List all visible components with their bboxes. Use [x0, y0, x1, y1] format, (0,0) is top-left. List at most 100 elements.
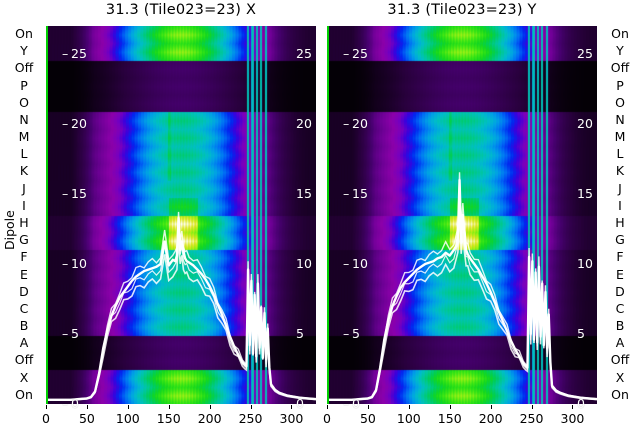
- inner-y-tick-10: 10: [296, 256, 312, 271]
- inner-y-tick-0: 0: [296, 396, 304, 411]
- x-tick-mark: [86, 405, 88, 409]
- x-tick-label: 300: [560, 411, 585, 426]
- category-label-h: H: [615, 215, 625, 230]
- category-label-p: P: [20, 77, 28, 93]
- inner-y-tick-20: –20: [343, 116, 368, 131]
- category-label-on: On: [611, 386, 629, 402]
- category-label-o: O: [615, 94, 625, 110]
- x-tick-mark: [291, 405, 293, 409]
- category-label-on: On: [15, 386, 33, 402]
- category-label-b: B: [19, 318, 29, 334]
- inner-y-tick-5: 5: [296, 326, 304, 341]
- plot-area-x: [46, 26, 316, 404]
- inner-y-tick-5: –5: [62, 326, 79, 341]
- x-tick-label: 50: [78, 411, 95, 426]
- x-tick-mark: [127, 405, 129, 409]
- category-label-b: B: [615, 318, 625, 334]
- category-label-on: On: [611, 26, 629, 41]
- category-label-h: H: [19, 215, 29, 230]
- category-label-y: Y: [616, 43, 624, 59]
- inner-y-tick-20: –20: [62, 116, 87, 131]
- category-label-x: X: [615, 369, 625, 385]
- category-label-m: M: [614, 129, 626, 145]
- x-tick-label: 150: [437, 411, 462, 426]
- inner-y-tick-0: 0: [577, 396, 585, 411]
- x-tick-label: 0: [323, 411, 331, 426]
- x-tick-label: 200: [478, 411, 503, 426]
- panel-title-y: 31.3 (Tile023=23) Y: [387, 2, 537, 18]
- inner-y-tick-15: 15: [296, 186, 312, 201]
- category-label-i: I: [618, 197, 622, 213]
- category-label-g: G: [19, 232, 29, 248]
- x-tick-mark: [408, 405, 410, 409]
- x-tick-mark: [250, 405, 252, 409]
- category-label-n: N: [19, 111, 29, 127]
- category-label-i: I: [22, 197, 26, 213]
- category-label-d: D: [19, 283, 29, 299]
- inner-y-tick-0: –0: [343, 396, 360, 411]
- axis-edge-line-y: [327, 26, 329, 404]
- category-label-e: E: [616, 266, 624, 282]
- category-label-c: C: [615, 300, 625, 316]
- x-tick-mark: [449, 405, 451, 409]
- x-tick-label: 150: [156, 411, 181, 426]
- inner-y-tick-15: 15: [577, 186, 593, 201]
- inner-y-tick-25: –25: [343, 46, 368, 61]
- plot-area-y: [327, 26, 597, 404]
- x-tick-label: 200: [197, 411, 222, 426]
- category-label-e: E: [20, 266, 28, 282]
- category-label-on: On: [15, 26, 33, 41]
- x-tick-label: 100: [115, 411, 140, 426]
- x-tick-mark: [168, 405, 170, 409]
- inner-y-tick-20: 20: [577, 116, 593, 131]
- x-tick-mark: [572, 405, 574, 409]
- category-label-off: Off: [610, 352, 630, 368]
- inner-y-tick-15: –15: [62, 186, 87, 201]
- category-label-f: F: [616, 249, 624, 265]
- category-label-j: J: [618, 180, 622, 196]
- panel-title-x: 31.3 (Tile023=23) X: [105, 2, 257, 18]
- x-tick-mark: [367, 405, 369, 409]
- category-label-off: Off: [14, 352, 34, 368]
- inner-y-tick-25: 25: [577, 46, 593, 61]
- category-label-x: X: [19, 369, 29, 385]
- category-label-a: A: [19, 335, 29, 351]
- category-label-k: K: [19, 163, 29, 179]
- category-label-j: J: [22, 180, 26, 196]
- heatmap-y: [327, 26, 597, 404]
- x-axis-ticks-x: 0 50 100 150 200 250 300: [42, 405, 316, 435]
- x-tick-label: 50: [359, 411, 376, 426]
- x-tick-label: 250: [238, 411, 263, 426]
- category-label-l: L: [20, 146, 28, 162]
- inner-y-tick-10: –10: [62, 256, 87, 271]
- category-label-p: P: [616, 77, 624, 93]
- category-label-k: K: [615, 163, 625, 179]
- inner-y-tick-15: –15: [343, 186, 368, 201]
- x-axis-ticks-y: 0 50 100 150 200 250 300: [323, 405, 597, 435]
- category-label-g: G: [615, 232, 625, 248]
- x-tick-mark: [209, 405, 211, 409]
- category-label-off: Off: [610, 60, 630, 76]
- category-label-off: Off: [14, 60, 34, 76]
- inner-y-tick-25: –25: [62, 46, 87, 61]
- inner-y-tick-5: –5: [343, 326, 360, 341]
- inner-y-tick-20: 20: [296, 116, 312, 131]
- category-label-c: C: [19, 300, 29, 316]
- axis-edge-line-x: [46, 26, 48, 404]
- heatmap-x: [46, 26, 316, 404]
- x-tick-label: 250: [519, 411, 544, 426]
- category-label-f: F: [20, 249, 28, 265]
- x-tick-label: 0: [42, 411, 50, 426]
- category-label-o: O: [19, 94, 29, 110]
- category-label-n: N: [615, 111, 625, 127]
- x-tick-mark: [531, 405, 533, 409]
- inner-y-tick-10: 10: [577, 256, 593, 271]
- category-label-d: D: [615, 283, 625, 299]
- x-tick-label: 300: [279, 411, 304, 426]
- category-label-l: L: [616, 146, 624, 162]
- x-tick-mark: [327, 405, 328, 409]
- inner-y-tick-10: –10: [343, 256, 368, 271]
- category-label-m: M: [18, 129, 30, 145]
- inner-y-tick-0: –0: [62, 396, 79, 411]
